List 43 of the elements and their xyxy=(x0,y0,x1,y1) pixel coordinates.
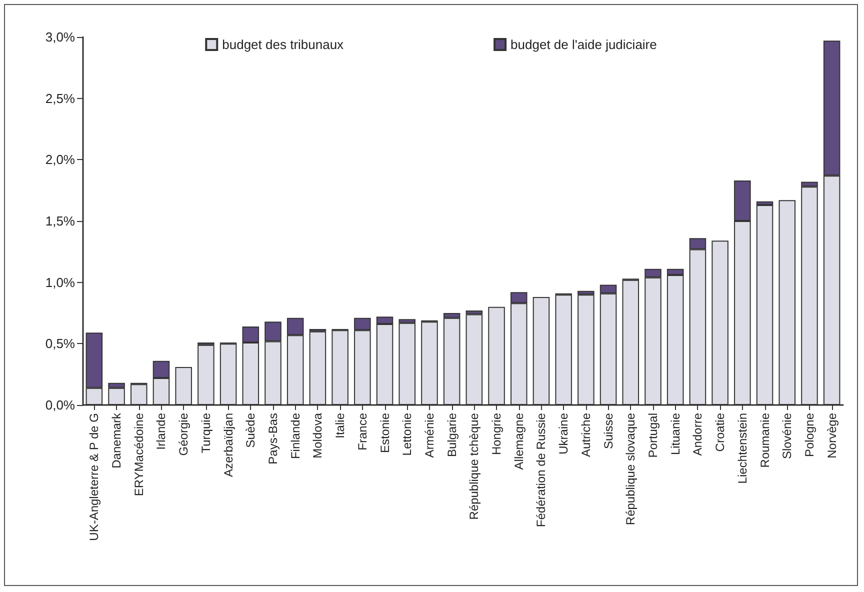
x-tick-label: Suède xyxy=(244,412,258,448)
legend-label: budget des tribunaux xyxy=(222,37,344,52)
x-tick-label: UK-Angleterre & P de G xyxy=(87,413,102,541)
x-tick-label: Liechtenstein xyxy=(735,413,750,484)
y-tick-label: 2,5% xyxy=(45,90,76,106)
x-tick-label: Ukraine xyxy=(556,412,571,454)
x-tick-label: République tchèque xyxy=(467,412,482,520)
x-tick-label: Bulgarie xyxy=(444,412,459,458)
x-tick-label: Pologne xyxy=(802,412,816,458)
x-tick-label: Hongrie xyxy=(490,412,504,456)
x-tick-label: Italie xyxy=(333,412,348,438)
x-tick-label: Arménie xyxy=(422,412,436,458)
x-tick-label: Moldova xyxy=(310,412,325,458)
x-tick-label: Fédération de Russie xyxy=(534,412,548,528)
y-tick-label: 1,0% xyxy=(45,274,76,290)
x-tick-label: Estonie xyxy=(378,412,392,454)
y-tick-label: 0,5% xyxy=(45,336,76,352)
x-tick-label: Slovénie xyxy=(780,412,794,460)
y-tick-label: 1,5% xyxy=(45,214,76,228)
x-tick-label: Pays-Bas xyxy=(266,413,280,464)
x-tick-label: Norvège xyxy=(824,412,839,458)
x-tick-label: Azerbaïdjan xyxy=(221,413,236,478)
y-tick-label: 0,0% xyxy=(45,398,76,412)
legend-label: budget de l'aide judiciaire xyxy=(510,37,657,52)
x-tick-label: France xyxy=(355,412,370,450)
x-tick-label: Portugal xyxy=(646,413,660,458)
y-tick-label: 3,0% xyxy=(45,30,76,44)
x-tick-label: Roumanie xyxy=(758,412,772,468)
y-tick-label: 2,0% xyxy=(45,152,76,168)
x-tick-label: Géorgie xyxy=(176,412,191,456)
x-tick-label: Finlande xyxy=(288,412,302,460)
x-tick-label: Irlande xyxy=(154,412,168,450)
x-tick-label: Allemagne xyxy=(512,412,526,470)
x-tick-label: Suisse xyxy=(601,412,616,450)
x-tick-label: Lettonie xyxy=(400,412,414,456)
x-tick-label: ERYMacédoine xyxy=(132,412,146,496)
x-tick-label: République slovaque xyxy=(624,412,638,526)
x-tick-label: Danemark xyxy=(110,412,124,468)
x-tick-label: Lituanie xyxy=(668,412,682,456)
x-tick-label: Autriche xyxy=(578,412,593,458)
x-tick-label: Andorre xyxy=(690,412,705,456)
x-tick-label: Turquie xyxy=(198,412,213,454)
x-tick-label: Croatie xyxy=(713,412,728,452)
